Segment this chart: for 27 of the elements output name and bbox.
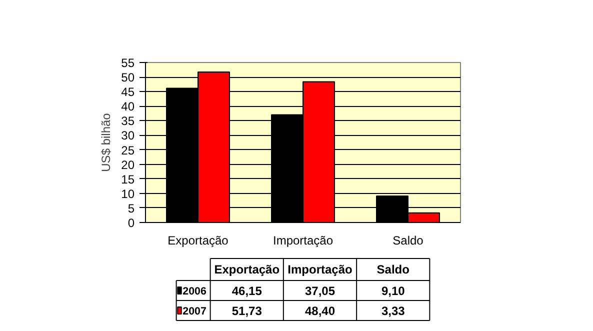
y-tick-label: 10	[121, 186, 135, 201]
data-label: 3,33	[381, 304, 406, 318]
category-label: Exportação	[214, 262, 280, 276]
y-tick-label: 30	[121, 128, 135, 143]
legend-label: 2006	[182, 286, 206, 298]
category-label: Importação	[288, 262, 352, 276]
y-tick-label: 5	[128, 201, 135, 216]
y-tick-label: 45	[121, 85, 135, 100]
data-label: 48,40	[304, 304, 336, 318]
category-label: Saldo	[376, 262, 410, 276]
legend-label: 2007	[182, 306, 206, 318]
x-tick-label: Importação	[272, 234, 334, 248]
x-tick-label: Saldo	[392, 234, 424, 248]
data-label: 37,05	[304, 284, 336, 298]
y-tick-label: 15	[121, 172, 135, 186]
x-tick-label: Exportação	[168, 234, 229, 248]
y-axis-title: US$ bilhão	[99, 112, 114, 172]
data-label: 9,10	[381, 284, 406, 298]
y-tick-label: 50	[121, 70, 135, 85]
data-label: 46,15	[232, 284, 262, 298]
y-tick-label: 0	[128, 216, 135, 230]
y-tick-label: 20	[121, 158, 135, 172]
data-label: 51,73	[232, 304, 262, 318]
y-tick-label: 40	[121, 100, 135, 114]
y-tick-label: 25	[121, 143, 135, 158]
y-tick-label: 55	[121, 56, 135, 70]
y-tick-label: 35	[121, 114, 135, 128]
